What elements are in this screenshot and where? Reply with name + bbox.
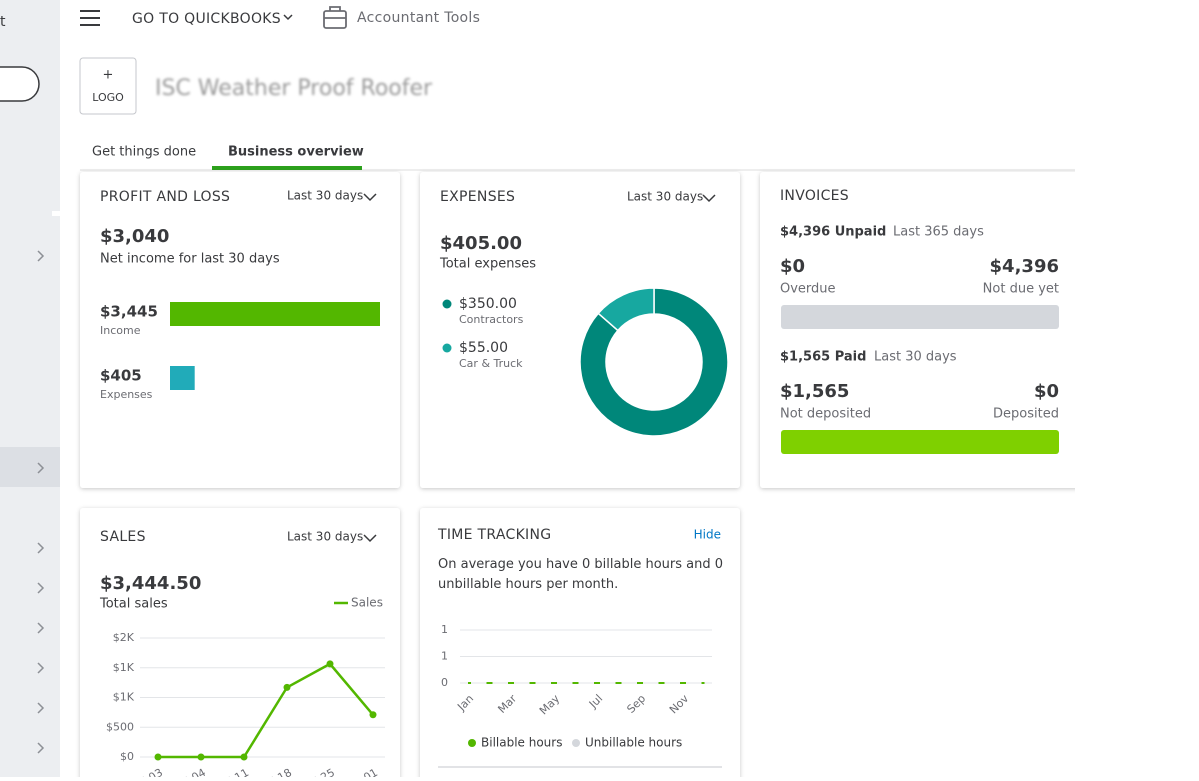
unpaid-period: Last 365 days <box>893 225 984 240</box>
period-select[interactable]: Last 30 days <box>287 189 363 203</box>
value-label: $350.00 <box>459 296 517 312</box>
category-label: Income <box>100 324 141 337</box>
card-title: EXPENSES <box>440 189 515 205</box>
hide-link[interactable]: Hide <box>694 528 721 542</box>
overdue-label: Overdue <box>780 282 836 297</box>
net-income: $3,040 <box>100 226 169 247</box>
chevron <box>702 194 716 203</box>
legend-dot <box>442 299 452 309</box>
deposited-label: Deposited <box>993 407 1059 422</box>
paid: $1,565 Paid <box>780 350 866 365</box>
logo-plus: + <box>103 68 114 83</box>
legend-dot <box>572 739 580 747</box>
tab-underline <box>212 166 362 170</box>
y-tick-label: $2K <box>113 631 135 644</box>
description: On average you have 0 billable hours and… <box>438 557 723 592</box>
series-line <box>158 662 374 759</box>
bar <box>170 366 195 390</box>
y-tick-label: 0 <box>441 676 448 689</box>
logo-box[interactable] <box>79 57 137 115</box>
chevron <box>283 14 293 21</box>
nav-link[interactable]: Accountant Tools <box>357 10 480 26</box>
net-income-label: Net income for last 30 days <box>100 252 280 267</box>
point <box>240 753 248 761</box>
point <box>283 683 291 691</box>
legend-label: Contractors <box>459 313 524 326</box>
nav-link[interactable]: GO TO QUICKBOOKS <box>132 11 281 27</box>
overdue: $0 <box>780 256 805 277</box>
sidebar-button[interactable] <box>0 66 40 102</box>
y-tick-label: 1 <box>441 650 448 663</box>
paid-period: Last 30 days <box>874 350 957 365</box>
total-expenses: $405.00 <box>440 233 522 254</box>
chevron <box>363 534 377 543</box>
briefcase-icon <box>323 6 347 29</box>
card-title: INVOICES <box>780 188 849 204</box>
pl-chart: $3,445 Income $405 Expenses <box>100 302 380 401</box>
total-sales-label: Total sales <box>99 597 168 612</box>
y-tick-label: 1 <box>441 623 448 636</box>
total-sales: $3,444.50 <box>100 573 201 594</box>
unpaid-bar[interactable] <box>781 305 1059 329</box>
total-expenses-label: Total expenses <box>439 257 536 272</box>
period-select[interactable]: Last 30 days <box>287 530 363 544</box>
unpaid: $4,396 Unpaid <box>780 225 886 240</box>
menu-icon[interactable] <box>80 10 100 26</box>
sidebar <box>0 0 60 777</box>
legend-label: Car & Truck <box>459 357 523 370</box>
legend-label: Unbillable hours <box>585 736 682 750</box>
not-deposited-label: Not deposited <box>780 407 871 422</box>
bar <box>170 302 380 326</box>
deposited: $0 <box>1034 381 1059 402</box>
right-mask <box>1075 160 1199 500</box>
y-tick-label: $500 <box>106 720 134 733</box>
value-label: $405 <box>100 367 142 385</box>
sidebar-text: t <box>0 14 6 30</box>
card-title: TIME TRACKING <box>437 527 551 543</box>
y-tick-label: $1K <box>113 661 135 674</box>
description-box: On average you have 0 billable hours and… <box>438 557 723 592</box>
legend-label: Billable hours <box>481 736 562 750</box>
sidebar-active[interactable] <box>0 447 60 487</box>
paid-bar[interactable] <box>781 430 1059 454</box>
legend-dot <box>442 343 452 353</box>
point <box>326 660 334 668</box>
not-deposited: $1,565 <box>780 381 849 402</box>
donut-slice <box>597 287 655 332</box>
category-label: Expenses <box>100 388 153 401</box>
period-select[interactable]: Last 30 days <box>627 190 703 204</box>
donut-slice <box>579 287 729 437</box>
point <box>154 753 162 761</box>
point <box>197 753 205 761</box>
logo-label: LOGO <box>92 91 124 104</box>
y-tick-label: $0 <box>120 750 134 763</box>
legend-dot <box>468 739 476 747</box>
tab[interactable]: Get things done <box>92 145 196 160</box>
sidebar-divider <box>52 211 60 216</box>
value-label: $55.00 <box>459 340 508 356</box>
point <box>369 711 377 719</box>
legend-label: Sales <box>351 596 383 610</box>
chevron <box>363 193 377 202</box>
not-due-label: Not due yet <box>983 282 1059 297</box>
not-due: $4,396 <box>990 256 1059 277</box>
tab[interactable]: Business overview <box>228 145 364 160</box>
value-label: $3,445 <box>100 303 158 321</box>
company-name: ISC Weather Proof Roofer <box>155 76 433 101</box>
sidebar-chevrons <box>37 250 45 754</box>
card-title: PROFIT AND LOSS <box>100 189 230 205</box>
card-title: SALES <box>100 529 146 545</box>
y-tick-label: $1K <box>113 691 135 704</box>
